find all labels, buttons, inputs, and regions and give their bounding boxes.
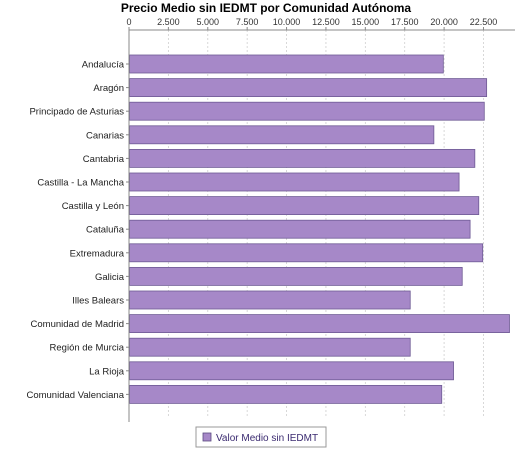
bar (129, 125, 435, 145)
y-category-label: Aragón (93, 83, 124, 94)
bar (129, 361, 454, 381)
x-tick-label: 10.000 (273, 17, 301, 27)
x-tick-label: 5.000 (197, 17, 220, 27)
legend-label: Valor Medio sin IEDMT (216, 433, 318, 444)
bar (129, 78, 488, 97)
bar (129, 290, 411, 310)
bar (129, 172, 460, 192)
legend: Valor Medio sin IEDMT (195, 426, 327, 448)
bar (129, 384, 443, 404)
bar (129, 243, 484, 263)
y-category-label: Cataluña (86, 225, 125, 236)
y-category-label: Illes Balears (72, 296, 124, 307)
bar (129, 266, 463, 286)
bar (129, 219, 471, 239)
y-category-label: Comunidad Valenciana (26, 390, 124, 401)
y-category-label: Canarias (86, 130, 124, 141)
x-tick-label: 12.500 (312, 17, 340, 27)
x-tick-label: 2.500 (157, 17, 180, 27)
y-category-label: Castilla - La Mancha (37, 178, 124, 189)
legend-swatch (202, 432, 212, 442)
chart-title: Precio Medio sin IEDMT por Comunidad Aut… (121, 1, 412, 15)
bar (129, 101, 485, 121)
x-tick-label: 0 (126, 17, 131, 27)
y-category-label: Cantabria (83, 154, 125, 165)
x-tick-label: 17.500 (391, 17, 419, 27)
y-category-label: Comunidad de Madrid (31, 319, 124, 330)
y-category-label: Región de Murcia (50, 343, 125, 354)
axes (128, 29, 515, 422)
y-axis-categories: Andalucía Aragón Principado de Asturias Can… (26, 60, 129, 401)
bar (129, 54, 444, 74)
bar (129, 337, 411, 357)
x-tick-label: 15.000 (352, 17, 380, 27)
y-category-label: Galicia (95, 272, 125, 283)
y-category-label: Castilla y León (62, 201, 124, 212)
x-axis-ticks: 0 2.500 5.000 7.500 10.000 12.500 15.000 17.500… (126, 17, 497, 30)
y-category-label: La Rioja (89, 366, 125, 377)
y-category-label: Principado de Asturias (29, 107, 124, 118)
legend-box (195, 426, 327, 448)
bar (129, 148, 476, 168)
x-tick-label: 22.500 (470, 17, 498, 27)
x-tick-label: 20.000 (430, 17, 458, 27)
y-category-label: Extremadura (70, 248, 125, 259)
bar (129, 196, 480, 216)
x-tick-label: 7.500 (236, 17, 259, 27)
bar (129, 314, 510, 334)
y-category-label: Andalucía (82, 60, 125, 71)
bars (129, 54, 510, 404)
